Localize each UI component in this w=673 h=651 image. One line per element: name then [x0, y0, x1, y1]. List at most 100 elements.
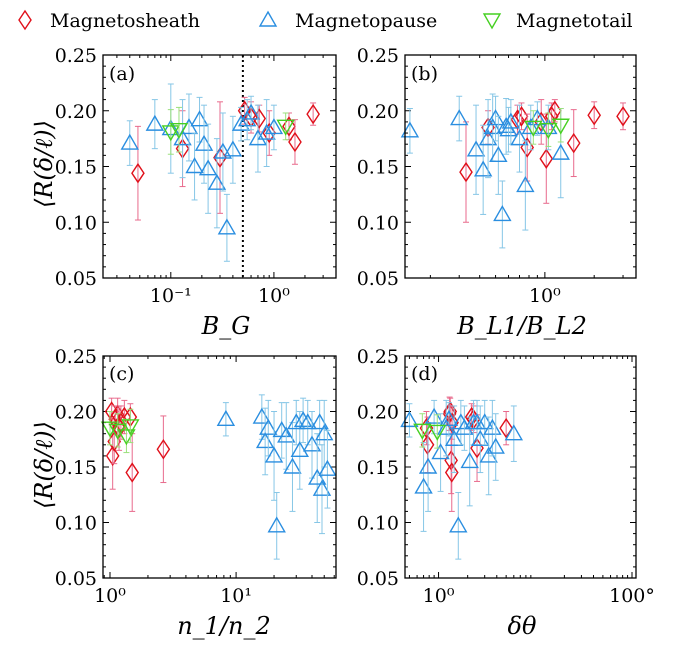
data-point-diamond	[566, 132, 581, 154]
y-tick-label: 0.05	[55, 268, 97, 290]
y-tick-label: 0.05	[55, 568, 97, 590]
data-point-diamond	[131, 162, 145, 184]
panel-label-a: (a)	[109, 63, 135, 85]
data-point-triangle-up	[185, 157, 204, 174]
x-tick-label: 10⁰	[94, 585, 126, 607]
x-axis-label-b: B_L1/B_L2	[456, 312, 587, 340]
data-point-triangle-up	[436, 418, 456, 435]
data-point-triangle-up	[455, 418, 474, 435]
data-point-triangle-up	[521, 118, 540, 135]
data-point-triangle-down	[551, 118, 570, 135]
data-point-triangle-up	[259, 418, 278, 435]
data-point-diamond	[252, 108, 267, 129]
legend: Magnetosheath Magnetopause Magnetotail	[18, 9, 633, 32]
data-point-triangle-up	[414, 477, 433, 494]
data-point-triangle-up	[460, 452, 479, 469]
data-point-triangle-up	[231, 114, 251, 131]
y-tick-label: 0.20	[357, 101, 399, 123]
series-magnetotail	[100, 408, 140, 454]
panel-label-b: (b)	[411, 63, 438, 85]
data-point-triangle-down	[524, 120, 543, 137]
data-point-diamond	[306, 103, 320, 125]
x-axis-label-a: B_G	[201, 312, 251, 340]
y-tick-label: 0.10	[55, 212, 97, 234]
data-point-triangle-up	[431, 443, 450, 460]
data-point-diamond	[262, 122, 277, 144]
data-point-diamond	[499, 417, 513, 439]
data-point-triangle-up	[501, 112, 521, 129]
data-point-triangle-up	[504, 424, 524, 441]
data-point-diamond	[587, 104, 602, 126]
series-magnetopause	[216, 394, 337, 560]
data-point-diamond	[288, 131, 302, 153]
y-tick-label: 0.05	[357, 568, 399, 590]
plot-frame	[404, 54, 637, 279]
legend-item-magnetotail: Magnetotail	[482, 10, 633, 32]
y-tick-label: 0.10	[55, 513, 97, 535]
data-point-triangle-down	[169, 123, 189, 140]
data-point-triangle-up	[216, 409, 236, 426]
legend-label-magnetotail: Magnetotail	[516, 10, 633, 32]
data-point-diamond	[616, 106, 630, 127]
data-point-triangle-up	[486, 437, 505, 454]
data-point-triangle-up	[255, 432, 275, 449]
y-axis-label-bottom: ⟨R(δ/ℓ)⟩	[30, 421, 58, 509]
y-tick-label: 0.15	[357, 157, 399, 179]
data-point-triangle-up	[400, 121, 420, 138]
data-point-triangle-up	[198, 159, 218, 176]
x-axis-label-c: n_1/n_2	[177, 612, 271, 640]
legend-label-magnetosheath: Magnetosheath	[50, 10, 200, 32]
x-tick-label: 10⁻¹	[150, 285, 192, 307]
plot-frame	[102, 54, 337, 279]
legend-label-magnetopause: Magnetopause	[295, 10, 437, 32]
series-magnetopause	[120, 83, 284, 262]
y-tick-label: 0.25	[357, 346, 399, 368]
data-point-diamond	[213, 147, 227, 168]
legend-item-magnetosheath: Magnetosheath	[18, 9, 200, 32]
x-tick-label: 10⁰	[529, 285, 561, 307]
data-point-diamond	[459, 161, 473, 183]
x-axis-label-d: δθ	[508, 612, 537, 640]
data-point-triangle-up	[145, 114, 165, 131]
series-magnetopause	[400, 399, 524, 560]
x-tick-label: 10¹	[220, 585, 252, 607]
series-magnetotail	[524, 108, 570, 147]
data-point-triangle-up	[510, 129, 529, 146]
data-point-triangle-up	[315, 424, 334, 441]
data-point-triangle-up	[290, 440, 309, 458]
data-point-diamond	[444, 462, 459, 483]
data-point-triangle-up	[257, 123, 276, 140]
y-tick-label: 0.25	[55, 45, 97, 67]
panel-c: (c) 10⁰ 10¹ 0.05 0.10 0.15 0.20 0.25	[55, 346, 337, 607]
x-tick-label: 100°	[609, 585, 655, 607]
data-point-triangle-up	[444, 429, 464, 446]
data-point-triangle-up	[483, 118, 502, 135]
series-magnetosheath	[459, 99, 630, 223]
data-point-diamond	[105, 445, 120, 467]
data-point-triangle-up	[223, 140, 243, 157]
data-point-triangle-up	[450, 109, 469, 126]
data-point-triangle-down	[539, 123, 558, 140]
data-point-triangle-up	[478, 129, 498, 146]
data-point-triangle-up	[439, 409, 459, 426]
panel-label-d: (d)	[411, 363, 438, 385]
data-point-triangle-up	[252, 407, 272, 424]
data-point-triangle-up	[483, 418, 502, 435]
data-point-triangle-up	[489, 145, 508, 163]
y-tick-label: 0.15	[55, 157, 97, 179]
data-point-triangle-up	[310, 413, 329, 430]
data-point-triangle-up	[418, 457, 438, 474]
y-tick-label: 0.10	[357, 513, 399, 535]
y-axis-label-top: ⟨R(δ/ℓ)⟩	[30, 120, 58, 208]
data-point-triangle-up	[424, 407, 444, 424]
y-tick-label: 0.20	[357, 402, 399, 424]
data-point-triangle-up	[473, 160, 493, 177]
y-tick-label: 0.15	[357, 457, 399, 479]
data-point-triangle-down	[428, 424, 447, 441]
data-point-triangle-up	[264, 118, 284, 135]
data-point-diamond	[420, 434, 435, 456]
data-point-triangle-up	[293, 410, 313, 428]
data-point-triangle-up	[217, 218, 237, 235]
data-point-triangle-up	[302, 435, 322, 452]
